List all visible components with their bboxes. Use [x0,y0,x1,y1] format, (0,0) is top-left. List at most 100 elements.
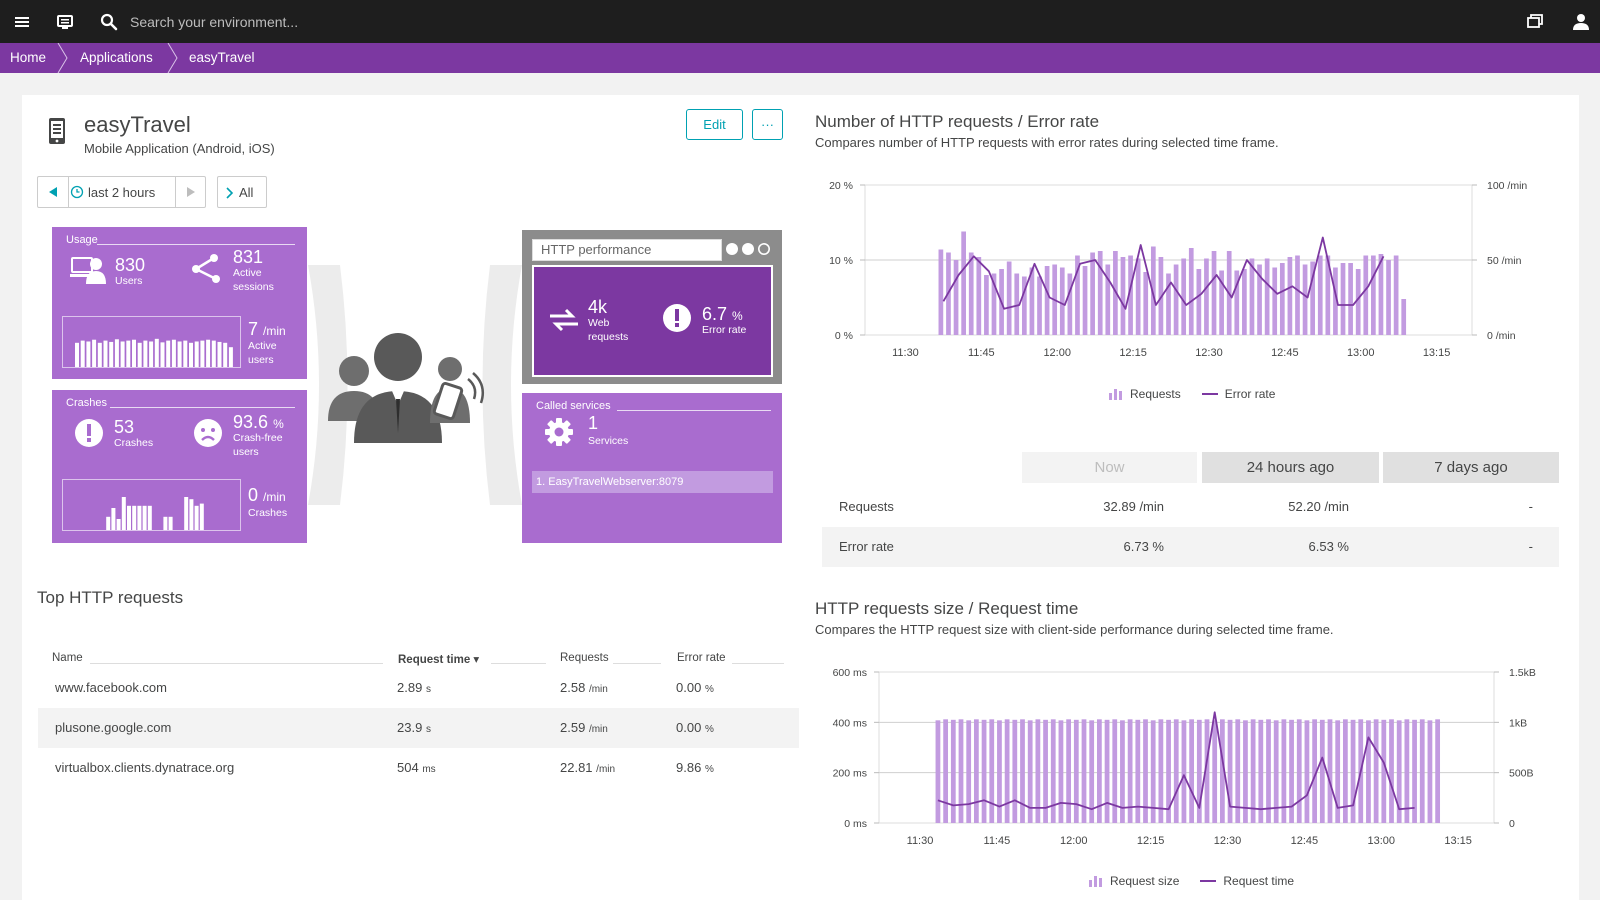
chart-bar [976,257,982,335]
services-label: Services [588,435,629,447]
chart-bar [1419,719,1425,823]
active-users-label-2: users [248,354,274,366]
user-icon[interactable] [1568,9,1594,35]
table-row[interactable]: www.facebook.com 2.89 s 2.58 /min 0.00 % [38,668,799,708]
sparkline-bar [75,342,79,367]
crashes-label: Crashes [114,437,154,449]
chart2-subtitle: Compares the HTTP request size with clie… [815,622,1334,637]
chart-bar [950,719,956,823]
chart-bar [1327,719,1333,823]
chart-bar [1279,263,1285,335]
line-legend-icon [1201,393,1218,395]
chart-bar [1272,267,1278,335]
comparison-24h: 52.20 /min [1288,499,1349,514]
sparkline-bar [160,342,165,367]
crash-rate-label: Crashes [248,507,288,519]
search-icon[interactable] [96,9,122,35]
sparkline-bar [211,340,216,367]
request-error-rate: 0.00 % [676,720,714,735]
sparkline-bar [132,339,136,367]
table-row[interactable]: virtualbox.clients.dynatrace.org 504 ms … [38,748,799,788]
web-requests-value: 4k [588,297,608,317]
sparkline-bar [163,516,168,530]
previous-timeframe-button[interactable] [38,177,68,207]
sparkline-bar [189,499,194,530]
search-input[interactable] [130,10,730,34]
hamburger-menu-icon[interactable] [9,9,35,35]
monitor-icon[interactable] [52,9,78,35]
comparison-7d: - [1528,539,1533,554]
sparkline-bar [111,508,116,530]
breadcrumb-applications[interactable]: Applications [80,50,153,65]
breadcrumb-home[interactable]: Home [10,50,47,65]
gear-icon [545,418,573,446]
called-services-tile[interactable]: Called services 1 Services [522,393,782,543]
breadcrumb-easytravel[interactable]: easyTravel [189,50,255,65]
alert-icon [663,304,691,332]
chart-bar [1066,719,1072,823]
sparkline-bar [177,341,182,367]
sparkline-bar [114,339,119,367]
y-right-tick-label: 500B [1509,768,1534,780]
y-right-tick-label: 1.5kB [1509,667,1536,679]
next-timeframe-button[interactable] [176,177,206,207]
filter-all-button[interactable]: All [217,176,267,208]
chart-bar [1166,273,1171,335]
chart1-title: Number of HTTP requests / Error rate [815,112,1100,131]
chart-bar [1302,264,1308,335]
sparkline-bar [147,505,152,530]
chart1-subtitle: Compares number of HTTP requests with er… [815,135,1279,150]
crashes-tile[interactable]: Crashes 53 Crashes 93.6 % Crash-free use… [52,390,307,543]
column-header-requests[interactable]: Requests [560,652,609,664]
chevron-right-icon [226,187,234,199]
table-row[interactable]: plusone.google.com 23.9 s 2.59 /min 0.00… [38,708,799,748]
tab-7-days-ago[interactable]: 7 days ago [1383,452,1559,483]
column-header-request-time[interactable]: Request time ▾ [398,654,480,666]
service-item[interactable]: 1. EasyTravelWebserver:8079 [532,471,773,493]
http-performance-tab[interactable]: HTTP performance [532,239,722,261]
chart-bar [1021,276,1027,335]
sparkline-bar [154,338,159,367]
sparkline-bar [166,340,171,367]
request-name: www.facebook.com [55,680,167,695]
x-tick-label: 11:30 [892,347,919,359]
column-header-error-rate[interactable]: Error rate [677,652,726,664]
request-time: 2.89 s [397,680,431,695]
sparkline-bar [103,340,108,367]
chart-bar [953,260,959,335]
windows-icon[interactable] [1522,9,1548,35]
chart-bar [1120,720,1125,823]
timeframe-button[interactable]: last 2 hours [70,177,170,207]
chart-bar [1243,720,1248,823]
chart-bar [1258,719,1264,823]
chart-bar [1006,261,1012,335]
chart-bar [1325,255,1331,335]
plot-area [878,671,1495,824]
tab-now[interactable]: Now [1022,452,1197,483]
chart-bar [1096,719,1102,823]
sparkline-bar [200,340,205,367]
x-tick-label: 12:45 [1291,835,1319,847]
sparkline-bar [137,342,142,367]
chart-bar [958,719,964,823]
more-dots-icon[interactable] [725,241,771,257]
column-header-name[interactable]: Name [52,652,83,664]
page-title: easyTravel [84,112,191,137]
services-value: 1 [588,413,599,433]
chart2-title: HTTP requests size / Request time [815,599,1079,618]
sparkline-bar [116,519,121,530]
chart-bar [984,275,989,335]
top-bar [0,0,1600,43]
error-rate-value: 6.7 % [702,304,743,324]
comparison-label: Error rate [839,539,894,554]
more-options-button[interactable]: ··· [752,109,783,140]
edit-button[interactable]: Edit [686,109,743,140]
chart-bar [1158,719,1164,823]
tab-24-hours-ago[interactable]: 24 hours ago [1202,452,1379,483]
usage-tile[interactable]: Usage 830 Users 831 Active sessions 7 /m… [52,227,307,379]
y-right-tick-label: 100 /min [1487,180,1527,192]
chart-bar [1090,252,1095,335]
chart-bar [1296,719,1302,823]
request-count: 22.81 /min [560,760,616,775]
sparkline-bar [228,347,233,367]
